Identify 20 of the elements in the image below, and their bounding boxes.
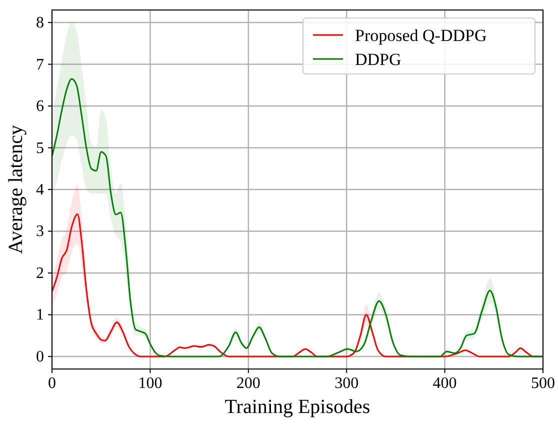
x-tick-label: 200 <box>236 375 260 392</box>
y-tick-label: 8 <box>36 14 44 32</box>
y-tick-label: 1 <box>36 306 44 324</box>
y-tick-label: 7 <box>36 56 44 74</box>
x-tick-label: 100 <box>138 375 162 392</box>
legend-label: Proposed Q-DDPG <box>355 26 487 45</box>
line-series <box>51 78 544 358</box>
x-axis-title: Training Episodes <box>224 396 370 418</box>
y-tick-label: 2 <box>36 264 44 282</box>
y-tick-label: 6 <box>36 98 44 116</box>
y-tick-label: 0 <box>36 348 44 366</box>
y-tick-label: 3 <box>36 223 44 240</box>
x-tick-label: 0 <box>48 375 56 392</box>
y-axis-title: Average latency <box>5 125 27 254</box>
legend-label: DDPG <box>355 50 402 69</box>
x-tick-label: 300 <box>334 375 359 392</box>
y-tick-label: 4 <box>36 182 44 198</box>
y-tick-label: 5 <box>36 140 44 157</box>
x-tick-label: 500 <box>531 375 555 392</box>
x-tick-label: 400 <box>432 375 457 392</box>
